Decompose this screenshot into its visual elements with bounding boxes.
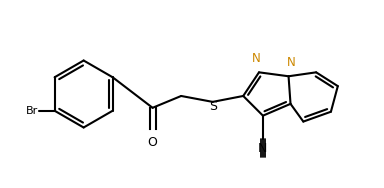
Text: Br: Br: [26, 106, 38, 116]
Text: N: N: [252, 52, 260, 65]
Text: S: S: [209, 100, 217, 113]
Text: N: N: [258, 142, 268, 155]
Text: N: N: [287, 56, 296, 69]
Text: O: O: [148, 136, 157, 149]
